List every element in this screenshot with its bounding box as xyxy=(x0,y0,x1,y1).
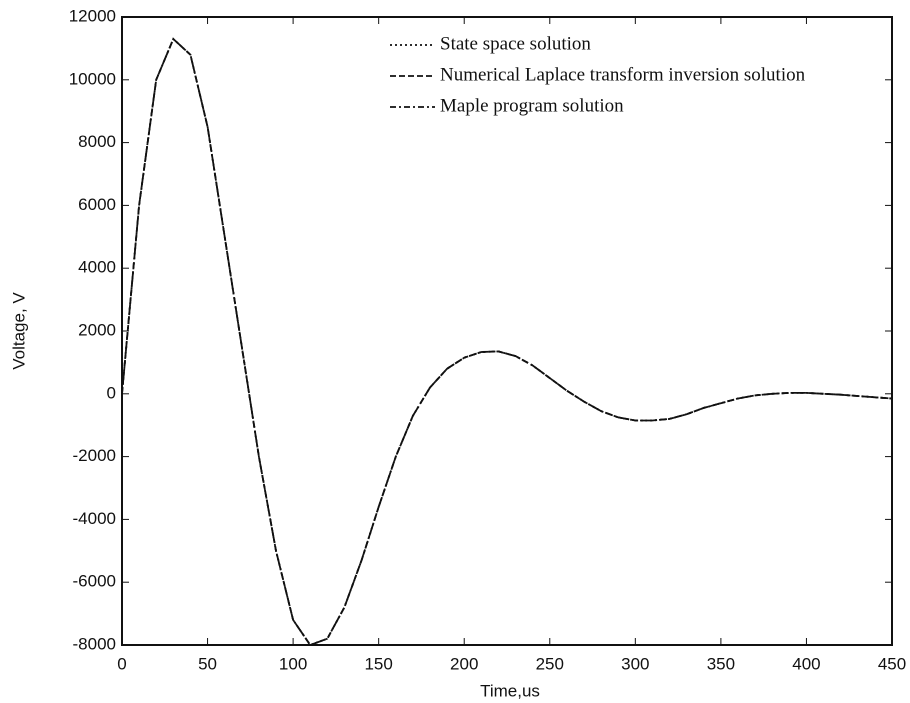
x-tick-label: 350 xyxy=(707,654,735,673)
series-line xyxy=(121,37,893,647)
y-tick-label: 8000 xyxy=(78,132,116,151)
y-tick-label: -6000 xyxy=(73,572,116,591)
series-line xyxy=(121,37,893,647)
series-line xyxy=(121,37,893,647)
y-tick-label: 12000 xyxy=(69,6,116,25)
x-tick-label: 300 xyxy=(621,654,649,673)
y-tick-label: 10000 xyxy=(69,69,116,88)
y-tick-label: -2000 xyxy=(73,446,116,465)
x-tick-label: 200 xyxy=(450,654,478,673)
legend-label: State space solution xyxy=(440,33,591,54)
y-tick-label: 2000 xyxy=(78,320,116,339)
x-tick-label: 50 xyxy=(198,654,217,673)
x-axis-label: Time,us xyxy=(480,681,540,700)
legend-label: Numerical Laplace transform inversion so… xyxy=(440,64,806,85)
y-tick-label: 6000 xyxy=(78,195,116,214)
x-tick-label: 450 xyxy=(878,654,906,673)
x-tick-label: 250 xyxy=(536,654,564,673)
y-tick-label: -4000 xyxy=(73,509,116,528)
y-tick-label: 4000 xyxy=(78,258,116,277)
legend-label: Maple program solution xyxy=(440,95,624,116)
x-tick-label: 400 xyxy=(792,654,820,673)
y-tick-label: -8000 xyxy=(73,634,116,653)
y-axis-label: Voltage, V xyxy=(9,292,28,370)
x-tick-label: 0 xyxy=(117,654,126,673)
y-tick-label: 0 xyxy=(107,383,116,402)
x-tick-label: 100 xyxy=(279,654,307,673)
x-tick-label: 150 xyxy=(364,654,392,673)
